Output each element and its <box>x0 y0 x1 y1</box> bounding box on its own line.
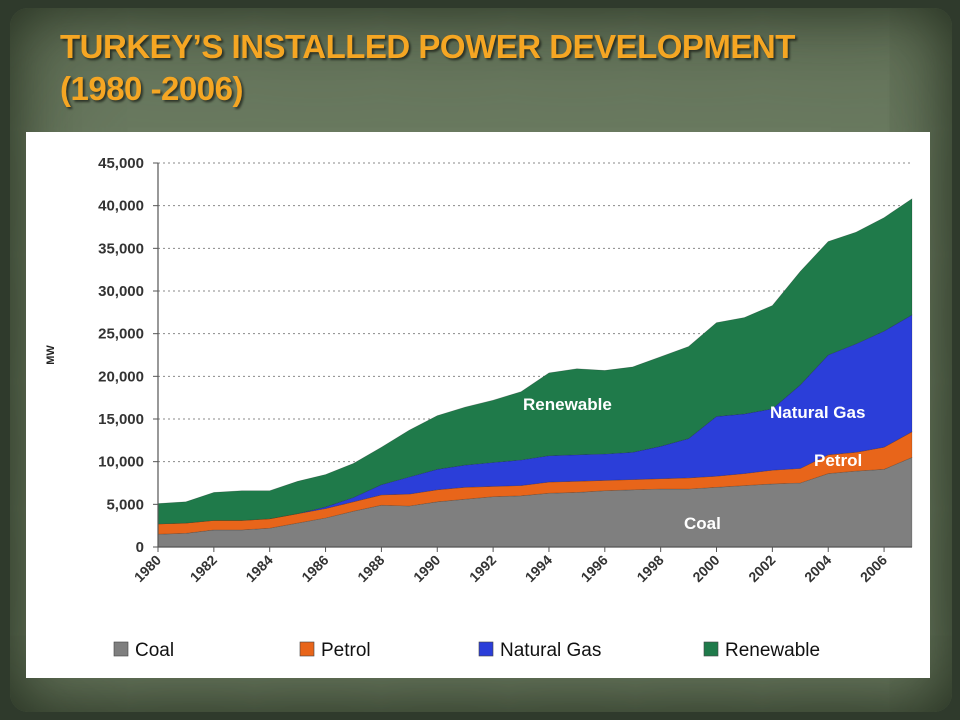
y-tick-label: 45,000 <box>98 155 144 172</box>
x-tick-label: 1992 <box>466 552 499 585</box>
area-renewable <box>157 198 913 525</box>
x-tick-label: 1980 <box>131 552 164 585</box>
series-label-renewable: Renewable <box>523 395 612 414</box>
y-tick-label: 20,000 <box>98 368 144 385</box>
x-tick-label: 1996 <box>578 552 611 585</box>
x-tick-label: 2002 <box>745 552 778 585</box>
y-tick-label: 40,000 <box>98 198 144 215</box>
y-tick-label: 0 <box>136 539 144 556</box>
series-label-coal: Coal <box>684 514 721 533</box>
y-axis-title: MW <box>45 345 57 365</box>
title-line-1: TURKEY’S INSTALLED POWER DEVELOPMENT <box>60 28 795 65</box>
x-tick-label: 1984 <box>242 552 275 585</box>
y-tick-label: 25,000 <box>98 326 144 343</box>
legend-swatch-coal <box>113 641 129 657</box>
chart-panel: 0 5,000 10,000 15,000 20,000 25,000 30,000 35,0… <box>26 132 930 678</box>
x-tick-label: 1994 <box>522 552 555 585</box>
area-natural-gas <box>157 314 913 525</box>
legend-swatch-natural-gas <box>478 641 494 657</box>
x-tick-label: 1982 <box>187 552 220 585</box>
legend-item-renewable: Renewable <box>703 640 820 661</box>
y-tick-label: 15,000 <box>98 411 144 428</box>
title-line-2: (1980 -2006) <box>60 70 243 107</box>
area-chart: 0 5,000 10,000 15,000 20,000 25,000 30,000 35,0… <box>45 155 913 661</box>
x-tick-label: 1998 <box>633 552 666 585</box>
x-tick-label: 2000 <box>689 552 722 585</box>
legend-swatch-renewable <box>703 641 719 657</box>
y-tick-label: 30,000 <box>98 283 144 300</box>
legend-item-natural-gas: Natural Gas <box>478 640 601 661</box>
series-label-natural-gas: Natural Gas <box>770 403 865 422</box>
legend-swatch-petrol <box>299 641 315 657</box>
legend-label-natural-gas: Natural Gas <box>500 640 601 661</box>
series-label-petrol: Petrol <box>814 451 862 470</box>
y-tick-label: 35,000 <box>98 240 144 257</box>
legend-label-petrol: Petrol <box>321 640 371 661</box>
y-tick-label: 10,000 <box>98 454 144 471</box>
legend-label-renewable: Renewable <box>725 640 820 661</box>
y-tick-label: 5,000 <box>106 496 144 513</box>
x-tick-label: 1990 <box>410 552 443 585</box>
x-tick-label: 1986 <box>298 552 331 585</box>
legend-item-petrol: Petrol <box>299 640 371 661</box>
x-tick-label: 2006 <box>857 552 890 585</box>
slide-title: TURKEY’S INSTALLED POWER DEVELOPMENT (19… <box>60 26 795 110</box>
legend-item-coal: Coal <box>113 640 174 661</box>
x-tick-label: 2004 <box>801 552 834 585</box>
x-tick-label: 1988 <box>354 552 387 585</box>
legend-label-coal: Coal <box>135 640 174 661</box>
